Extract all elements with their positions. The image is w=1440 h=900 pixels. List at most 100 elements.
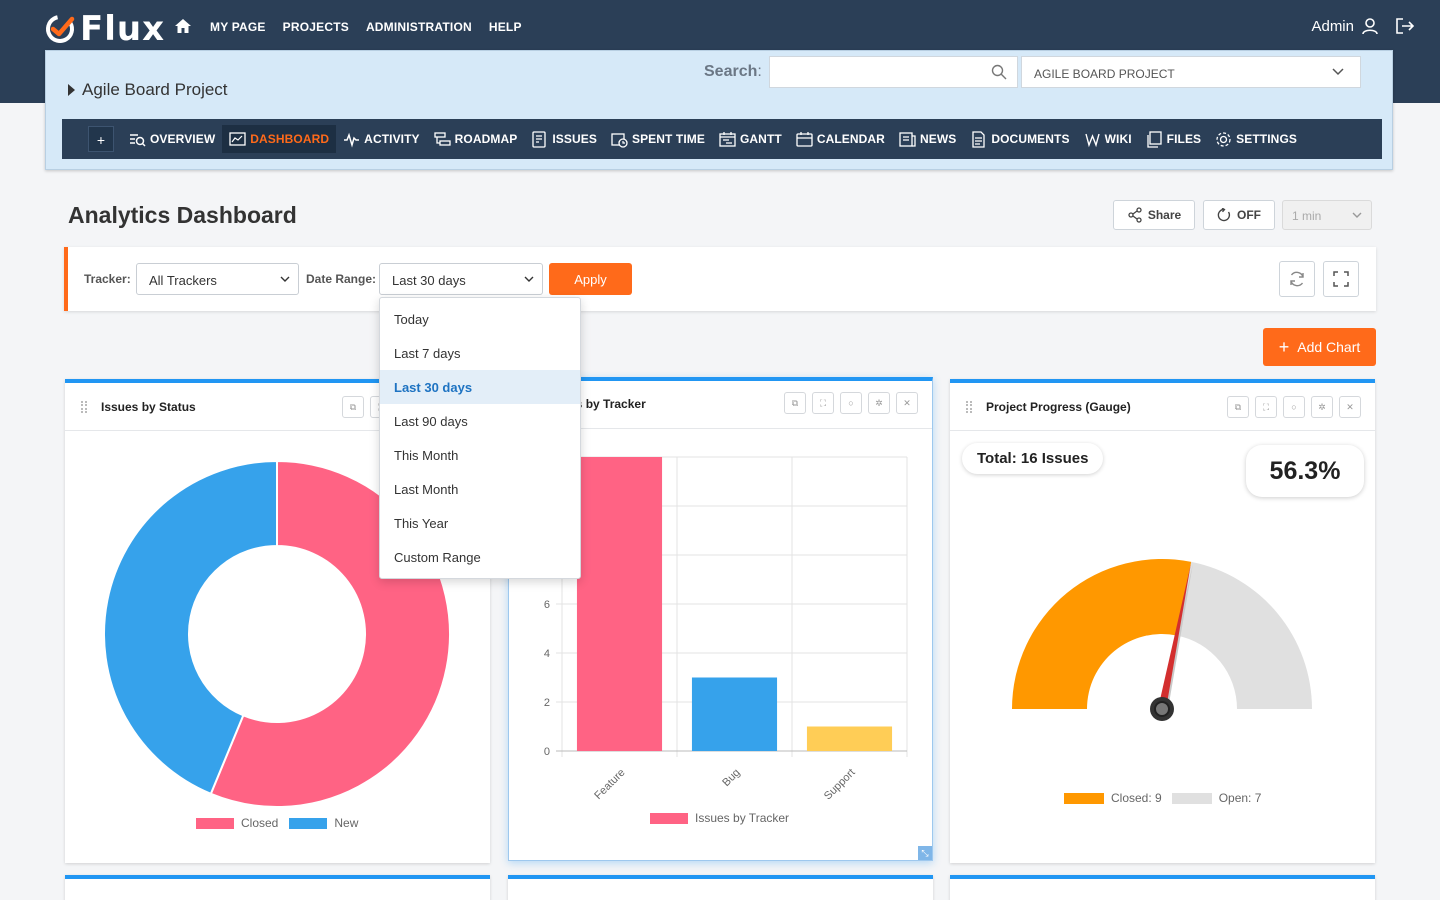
tab-roadmap[interactable]: ROADMAP [427,125,525,153]
x-tick-label: Feature [592,767,627,802]
search-label-colon: : [757,63,762,80]
page-title: Analytics Dashboard [68,202,297,228]
donut-slice-new [103,459,278,796]
share-button-label: Share [1147,208,1182,222]
tab-gantt[interactable]: GANTT [712,125,789,153]
tab-wiki[interactable]: WIKI [1077,125,1139,153]
dashboard-icon [229,131,246,146]
nav-administration[interactable]: ADMINISTRATION [365,20,472,34]
close-icon[interactable]: ✕ [896,392,918,414]
roadmap-icon [433,131,451,146]
gauge-segment-open [1176,561,1312,709]
tracker-select[interactable]: All Trackers [136,263,299,295]
y-tick-label: 6 [544,599,550,611]
project-select-value: AGILE BOARD PROJECT [1034,67,1175,81]
refresh-charts-button[interactable] [1279,261,1315,297]
tab-news[interactable]: NEWS [892,125,963,153]
gear-icon[interactable]: ✲ [868,392,890,414]
date-range-label: Date Range: [306,272,377,286]
add-chart-button[interactable]: + Add Chart [1263,328,1376,366]
gear-icon[interactable]: ✲ [1311,396,1333,418]
project-title[interactable]: Agile Board Project [68,80,228,100]
fullscreen-button[interactable] [1323,261,1359,297]
search-icon[interactable] [991,64,1007,80]
legend-label-new: New [334,816,359,830]
expand-icon[interactable]: ⛶ [812,392,834,414]
date-range-dropdown: Today Last 7 days Last 30 days Last 90 days… [379,297,581,579]
tab-issues-label: ISSUES [552,132,597,146]
dropdown-option[interactable]: This Month [394,448,459,463]
gauge-legend: Closed: 9 Open: 7 [1064,791,1261,805]
tab-gantt-label: GANTT [739,132,782,146]
circle-icon[interactable]: ○ [840,392,862,414]
x-tick-label: Bug [720,767,742,789]
home-icon[interactable] [174,17,192,35]
search-label-text: Search [704,63,758,80]
chevron-down-icon [1332,68,1344,76]
tab-issues[interactable]: ISSUES [524,125,604,153]
tab-files[interactable]: FILES [1139,125,1209,153]
tab-documents[interactable]: DOCUMENTS [963,125,1076,153]
drag-handle-icon[interactable] [81,401,87,413]
copy-icon[interactable]: ⧉ [784,392,806,414]
sync-icon [1290,271,1304,287]
dropdown-option[interactable]: Custom Range [394,550,481,565]
tab-activity[interactable]: ACTIVITY [336,125,426,153]
new-item-button[interactable]: + [88,126,114,152]
status-legend: Closed New [196,816,358,830]
search-input[interactable] [769,56,1018,88]
tab-calendar[interactable]: CALENDAR [789,125,892,153]
copy-icon[interactable]: ⧉ [1227,396,1249,418]
calendar-icon [796,131,813,147]
nav-help[interactable]: HELP [488,20,522,34]
auto-refresh-toggle[interactable]: OFF [1203,200,1275,230]
project-header: Agile Board Project Search: AGILE BOARD … [45,50,1393,170]
tracker-label: Tracker: [84,272,131,286]
gantt-icon [719,131,736,147]
resize-handle-icon[interactable]: ⤡ [918,846,932,860]
y-tick-label: 4 [544,648,550,660]
dropdown-option[interactable]: Today [394,312,429,327]
dropdown-option[interactable]: Last 7 days [394,346,461,361]
expand-icon[interactable]: ⛶ [1255,396,1277,418]
refresh-interval-select[interactable]: 1 min [1282,200,1372,230]
tab-settings-label: SETTINGS [1236,132,1297,146]
copy-icon[interactable]: ⧉ [342,396,364,418]
refresh-interval-value: 1 min [1292,209,1322,223]
nav-projects[interactable]: PROJECTS [282,20,349,34]
apply-button[interactable]: Apply [549,263,632,295]
dropdown-option[interactable]: This Year [394,516,449,531]
drag-handle-icon[interactable] [966,401,972,413]
tab-overview[interactable]: OVERVIEW [122,125,222,153]
nav-my-page[interactable]: MY PAGE [210,20,266,34]
project-select[interactable]: AGILE BOARD PROJECT [1021,56,1361,88]
logout-icon[interactable] [1395,17,1415,35]
dropdown-option[interactable]: Last 90 days [394,414,468,429]
card-title: Project Progress (Gauge) [986,400,1131,414]
legend-label-closed: Closed [241,816,279,830]
close-icon[interactable]: ✕ [1339,396,1361,418]
tab-spent-time[interactable]: SPENT TIME [604,125,712,153]
date-range-select[interactable]: Last 30 days [379,263,543,295]
tab-settings[interactable]: SETTINGS [1208,125,1304,153]
dropdown-option[interactable]: Last Month [394,482,459,497]
chart-card-gauge: Project Progress (Gauge) ⧉ ⛶ ○ ✲ ✕ Total… [950,379,1375,863]
user-name[interactable]: Admin [1311,18,1354,35]
chevron-down-icon [280,276,290,282]
tab-dashboard[interactable]: DASHBOARD [222,125,337,153]
activity-icon [344,132,360,148]
x-tick-label: Support [822,767,858,803]
settings-icon [1216,131,1231,147]
app-logo[interactable]: Flux [44,9,165,49]
user-icon[interactable] [1361,17,1379,35]
circle-icon[interactable]: ○ [1283,396,1305,418]
search-label: Search: [704,63,762,81]
overview-icon [130,133,146,147]
dropdown-option[interactable]: Last 30 days [380,370,580,404]
logo-check-icon [46,15,75,43]
auto-refresh-label: OFF [1237,208,1261,222]
share-button[interactable]: Share [1113,200,1195,230]
tracker-select-value: All Trackers [149,273,217,288]
app-name: Flux [80,9,166,49]
expand-icon [1333,271,1349,287]
